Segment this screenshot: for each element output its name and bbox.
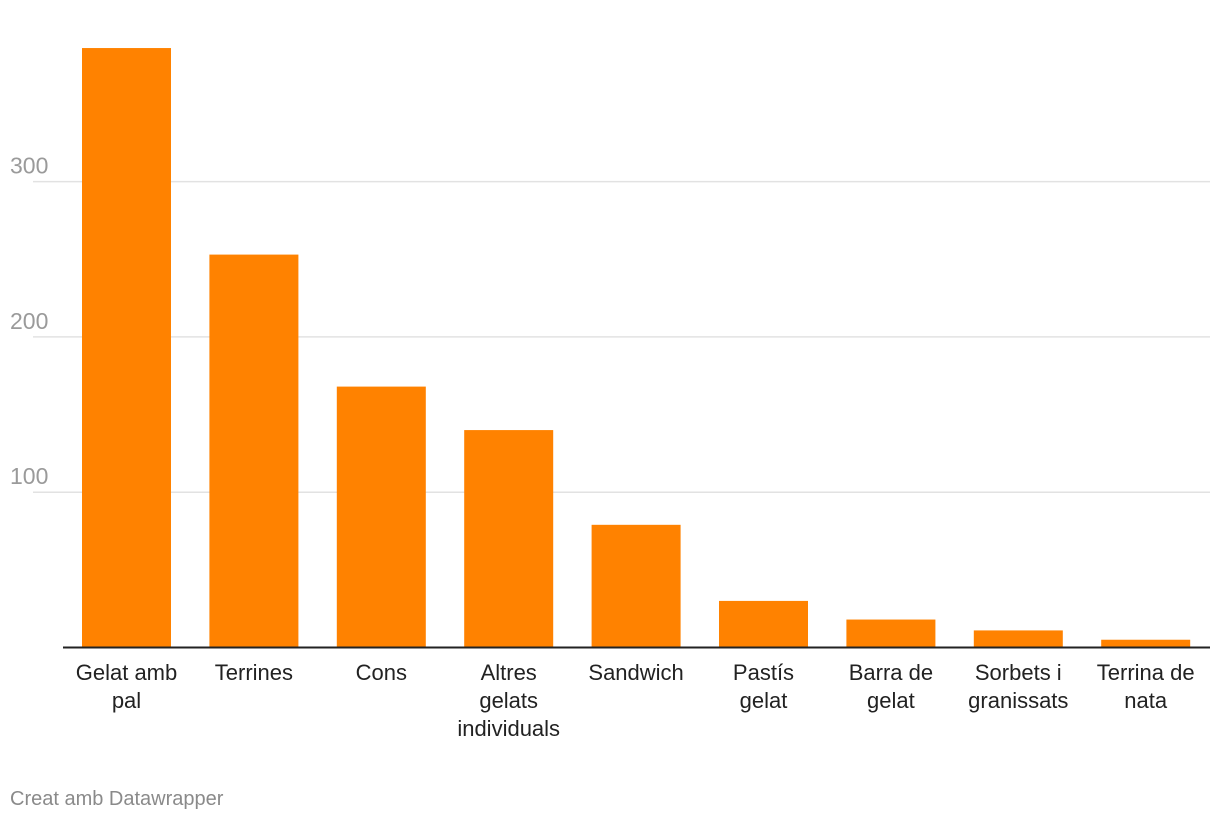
x-category-label: Sorbets i granissats bbox=[968, 660, 1068, 713]
bars bbox=[82, 48, 1191, 648]
x-category-label: Sandwich bbox=[588, 660, 683, 685]
y-tick-label: 200 bbox=[10, 308, 48, 334]
bar bbox=[846, 619, 936, 648]
x-category-label: Terrina de nata bbox=[1097, 660, 1195, 713]
x-category-label: Gelat amb pal bbox=[76, 660, 178, 713]
y-tick-label: 100 bbox=[10, 463, 48, 489]
bar bbox=[591, 524, 681, 648]
bar-chart: 100 200 300 Gelat amb pal Terrines Cons Altres… bbox=[10, 48, 1210, 741]
bar bbox=[1101, 639, 1191, 648]
y-axis-ticks: 100 200 300 bbox=[10, 153, 48, 490]
x-category-label: Altres gelats individuals bbox=[457, 660, 560, 741]
y-tick-label: 300 bbox=[10, 153, 48, 179]
bar bbox=[209, 254, 299, 648]
x-axis-labels: Gelat amb pal Terrines Cons Altres gelats indi… bbox=[76, 660, 1195, 741]
x-category-label: Terrines bbox=[215, 660, 293, 685]
bar bbox=[336, 386, 426, 648]
bar bbox=[464, 430, 554, 648]
x-category-label: Barra de gelat bbox=[849, 660, 933, 713]
credit-text: Creat amb Datawrapper bbox=[10, 788, 224, 810]
x-category-label: Cons bbox=[356, 660, 407, 685]
x-category-label: Pastís gelat bbox=[733, 660, 794, 713]
bar bbox=[82, 48, 171, 648]
bar bbox=[973, 630, 1063, 648]
bar bbox=[719, 600, 808, 648]
